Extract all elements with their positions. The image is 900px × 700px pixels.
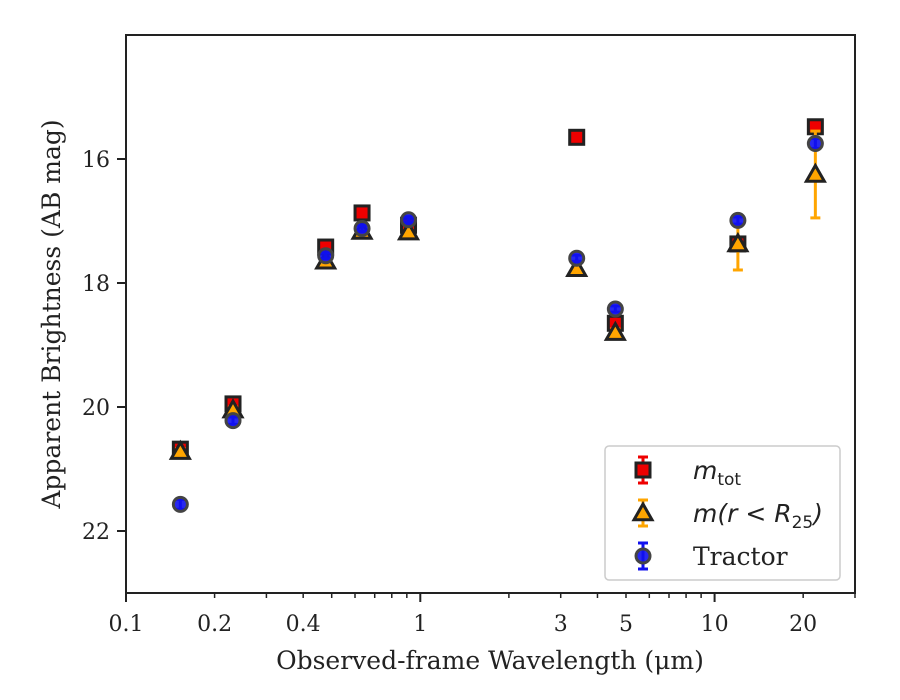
legend-marker-square [634, 461, 652, 479]
data-point-circle [400, 211, 418, 229]
data-point-circle [729, 211, 747, 229]
y-tick-label: 22 [82, 520, 110, 545]
data-point-circle [171, 495, 189, 513]
data-point-triangle [565, 256, 589, 277]
x-axis-label: Observed-frame Wavelength (μm) [276, 646, 704, 675]
data-point-triangle [603, 320, 627, 341]
data-point-triangle [168, 439, 192, 460]
x-tick-label: 5 [619, 612, 633, 637]
data-point-square [353, 204, 371, 222]
plot-frame [125, 34, 856, 594]
legend-entry: mtot [634, 455, 741, 490]
data-point-circle [224, 412, 242, 430]
plot-area [168, 118, 827, 513]
legend-marker-circle [634, 547, 652, 565]
x-tick-label: 3 [554, 612, 568, 637]
y-tick-label: 16 [82, 148, 110, 173]
data-point-circle [806, 135, 824, 152]
x-tick-label: 0.1 [109, 612, 144, 637]
legend-box [604, 445, 841, 581]
x-tick-label: 0.2 [197, 612, 232, 637]
data-point-circle [353, 219, 371, 237]
series-circle [171, 135, 824, 513]
data-point-square [568, 128, 586, 146]
x-tick-label: 10 [701, 612, 729, 637]
x-tick-label: 1 [413, 612, 427, 637]
legend-marker-triangle [631, 500, 655, 522]
x-tick-label: 0.4 [286, 612, 321, 637]
y-tick-label: 18 [82, 272, 110, 297]
legend-label: Tractor [693, 542, 788, 571]
legend-label: mtot [693, 456, 741, 490]
y-axis-label: Apparent Brightness (AB mag) [37, 119, 66, 509]
data-point-circle [568, 249, 586, 267]
data-point-triangle [803, 162, 827, 183]
legend-entry: Tractor [634, 541, 788, 571]
y-tick-label: 20 [82, 396, 110, 421]
legend: mtot m(r < R25) Tractor [604, 445, 841, 581]
x-tick-label: 20 [789, 612, 817, 637]
data-point-triangle [396, 220, 421, 241]
data-point-circle [606, 300, 624, 318]
legend-label: m(r < R25) [693, 499, 823, 533]
data-point-triangle [726, 231, 750, 253]
data-point-circle [317, 247, 335, 265]
legend-entry: m(r < R25) [631, 498, 823, 533]
axis-ticks: 0.1 0.2 0.4 1 3 5 10 20 16 18 20 22 [82, 148, 856, 637]
